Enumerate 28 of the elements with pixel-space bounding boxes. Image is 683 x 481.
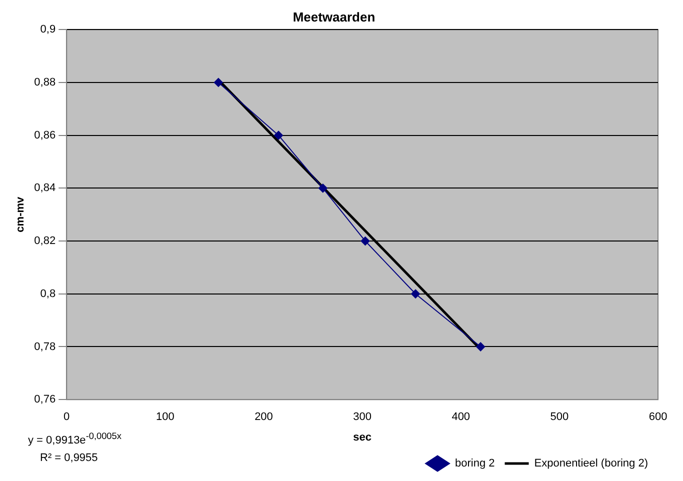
x-axis-title: sec	[353, 431, 372, 444]
point	[318, 184, 328, 193]
point	[476, 342, 486, 352]
y-tick-label: 0,78	[34, 340, 56, 353]
y-tick-label: 0,88	[34, 76, 56, 88]
legend-label: Exponentieel (boring 2)	[534, 458, 648, 470]
legend-label: boring 2	[455, 458, 495, 470]
y-tick-label: 0,9	[40, 24, 56, 36]
y-axis-title: cm-mv	[14, 196, 27, 232]
y-tick-label: 0,82	[34, 235, 56, 248]
x-tick-label: 300	[353, 411, 372, 424]
x-tick-label: 100	[156, 411, 174, 424]
x-tick-label: 0	[64, 411, 70, 424]
text: R² = 0,9955	[39, 450, 99, 466]
text: y = 0,9913e$^{-0,0005x}$	[28, 430, 122, 449]
y-tick-label: 0,8	[40, 288, 56, 300]
chart-title: Meetwaarden	[292, 9, 376, 24]
x-tick-label: 500	[550, 411, 569, 424]
y-tick-label: 0,86	[34, 129, 56, 142]
x-tick-label: 400	[452, 411, 470, 424]
point	[274, 130, 284, 140]
y-tick-label: 0,84	[34, 182, 56, 194]
point	[411, 289, 420, 298]
y-tick-label: 0,76	[34, 394, 56, 406]
x-tick-label: 600	[648, 411, 668, 424]
x-tick-label: 200	[254, 411, 273, 424]
point	[214, 78, 223, 87]
point	[360, 236, 370, 246]
